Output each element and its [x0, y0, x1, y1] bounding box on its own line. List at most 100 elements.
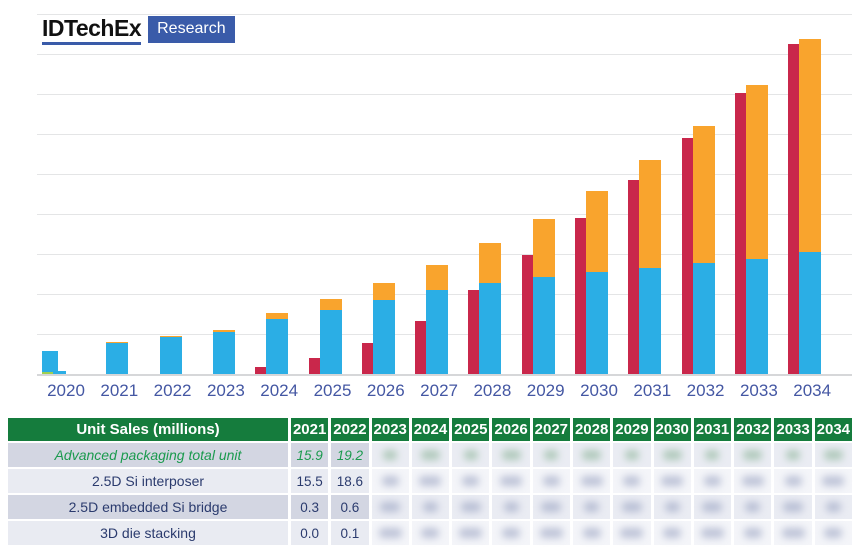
blurred-value-blob [620, 528, 644, 538]
table-cell-value: 0.6 [331, 495, 369, 519]
table-cell-redacted [371, 521, 409, 545]
bar-segment-red [575, 218, 588, 374]
blurred-value-blob [783, 502, 804, 512]
unit-sales-bar-chart: 2020 2021 2022 2023 2024 2025 2026 2027 2028 2029… [37, 14, 852, 400]
table-cell-redacted [814, 469, 852, 493]
table-cell-redacted [572, 521, 611, 545]
table-cell-redacted [532, 469, 570, 493]
table-cell-redacted [452, 495, 490, 519]
bar-segment-blue [106, 343, 129, 374]
blurred-value-blob [420, 450, 440, 460]
blurred-value-blob [823, 450, 843, 460]
table-cell-value: 15.5 [291, 469, 329, 493]
table-cell-redacted [492, 521, 530, 545]
x-axis-year-label: 2028 [473, 381, 512, 400]
bar-segment-red [468, 290, 482, 374]
blurred-value-blob [582, 528, 601, 538]
table-cell-redacted [572, 469, 611, 493]
bar-segment-blue [639, 268, 662, 374]
table-cell-redacted [492, 495, 530, 519]
table-cell-redacted [452, 521, 490, 545]
blurred-value-blob [501, 450, 521, 460]
table-cell-redacted [532, 495, 570, 519]
table-header-year-2033: 2033 [774, 418, 812, 441]
bar-segment-blue [53, 371, 66, 374]
blurred-value-blob [378, 528, 402, 538]
table-cell-redacted [572, 495, 611, 519]
table-cell-redacted [693, 495, 732, 519]
blurred-value-blob [661, 476, 684, 486]
blurred-value-blob [825, 502, 841, 512]
table-cell-redacted [653, 443, 691, 467]
blurred-value-blob [584, 502, 600, 512]
table-cell-redacted [613, 469, 651, 493]
x-axis-year-label: 2021 [100, 381, 139, 400]
table-cell-redacted [693, 521, 732, 545]
table-cell-redacted [693, 443, 732, 467]
table-cell-redacted [653, 495, 691, 519]
idtechex-brand-text: IDTechEx [42, 16, 142, 45]
table-row-label: Advanced packaging total unit [8, 443, 288, 467]
table-cell-redacted [452, 469, 490, 493]
blurred-value-blob [741, 476, 764, 486]
gridline [37, 134, 852, 135]
table-row-label: 2.5D embedded Si bridge [8, 495, 288, 519]
blurred-value-blob [621, 502, 642, 512]
blurred-value-blob [702, 502, 723, 512]
blurred-value-blob [500, 476, 523, 486]
blurred-value-blob [624, 450, 639, 460]
table-cell-redacted [693, 469, 732, 493]
blurred-value-blob [544, 450, 559, 460]
x-axis-line [37, 374, 852, 376]
gridline [37, 54, 852, 55]
gridline [37, 174, 852, 175]
x-axis-year-label: 2034 [793, 381, 832, 400]
blurred-value-blob [623, 476, 641, 486]
blurred-value-blob [784, 476, 802, 486]
table-cell-redacted [492, 443, 530, 467]
table-cell-redacted [734, 495, 772, 519]
bar-segment-orange [745, 85, 768, 259]
x-axis-year-label: 2025 [313, 381, 352, 400]
table-header-year-2023: 2023 [371, 418, 409, 441]
table-cell-redacted [613, 495, 651, 519]
x-axis-year-label: 2022 [153, 381, 192, 400]
blurred-value-blob [781, 528, 805, 538]
table-cell-redacted [411, 521, 450, 545]
bar-segment-red [521, 255, 535, 374]
blurred-value-blob [541, 502, 562, 512]
blurred-value-blob [743, 450, 763, 460]
bar-segment-red [628, 180, 642, 374]
bar-segment-orange [212, 329, 235, 332]
table-header-year-2022: 2022 [331, 418, 369, 441]
x-axis-year-label: 2030 [580, 381, 618, 400]
blurred-value-blob [743, 528, 762, 538]
table-header-label: Unit Sales (millions) [8, 418, 288, 441]
table-cell-redacted [814, 495, 852, 519]
blurred-value-blob [700, 528, 724, 538]
blurred-value-blob [703, 476, 721, 486]
blurred-value-blob [460, 502, 481, 512]
blurred-value-blob [786, 450, 801, 460]
bar-segment-orange [586, 191, 608, 272]
idtechex-logo: IDTechEx Research [42, 16, 235, 45]
blurred-value-blob [662, 450, 682, 460]
table-header-year-2029: 2029 [613, 418, 651, 441]
table-cell-redacted [532, 521, 570, 545]
table-header-year-2024: 2024 [411, 418, 450, 441]
blurred-value-blob [503, 502, 519, 512]
bar-segment-orange [266, 312, 289, 320]
table-cell-value: 19.2 [331, 443, 369, 467]
gridline [37, 254, 852, 255]
bar-segment-blue [745, 259, 768, 374]
table-cell-redacted [734, 521, 772, 545]
table-cell-redacted [452, 443, 490, 467]
table-header-year-2027: 2027 [532, 418, 570, 441]
table-cell-value: 18.6 [331, 469, 369, 493]
bar-segment-orange [319, 298, 342, 310]
table-cell-value: 0.3 [291, 495, 329, 519]
table-cell-redacted [734, 443, 772, 467]
bar-segment-green [42, 371, 58, 374]
table-cell-redacted [774, 469, 812, 493]
bar-segment-blue [319, 310, 342, 374]
